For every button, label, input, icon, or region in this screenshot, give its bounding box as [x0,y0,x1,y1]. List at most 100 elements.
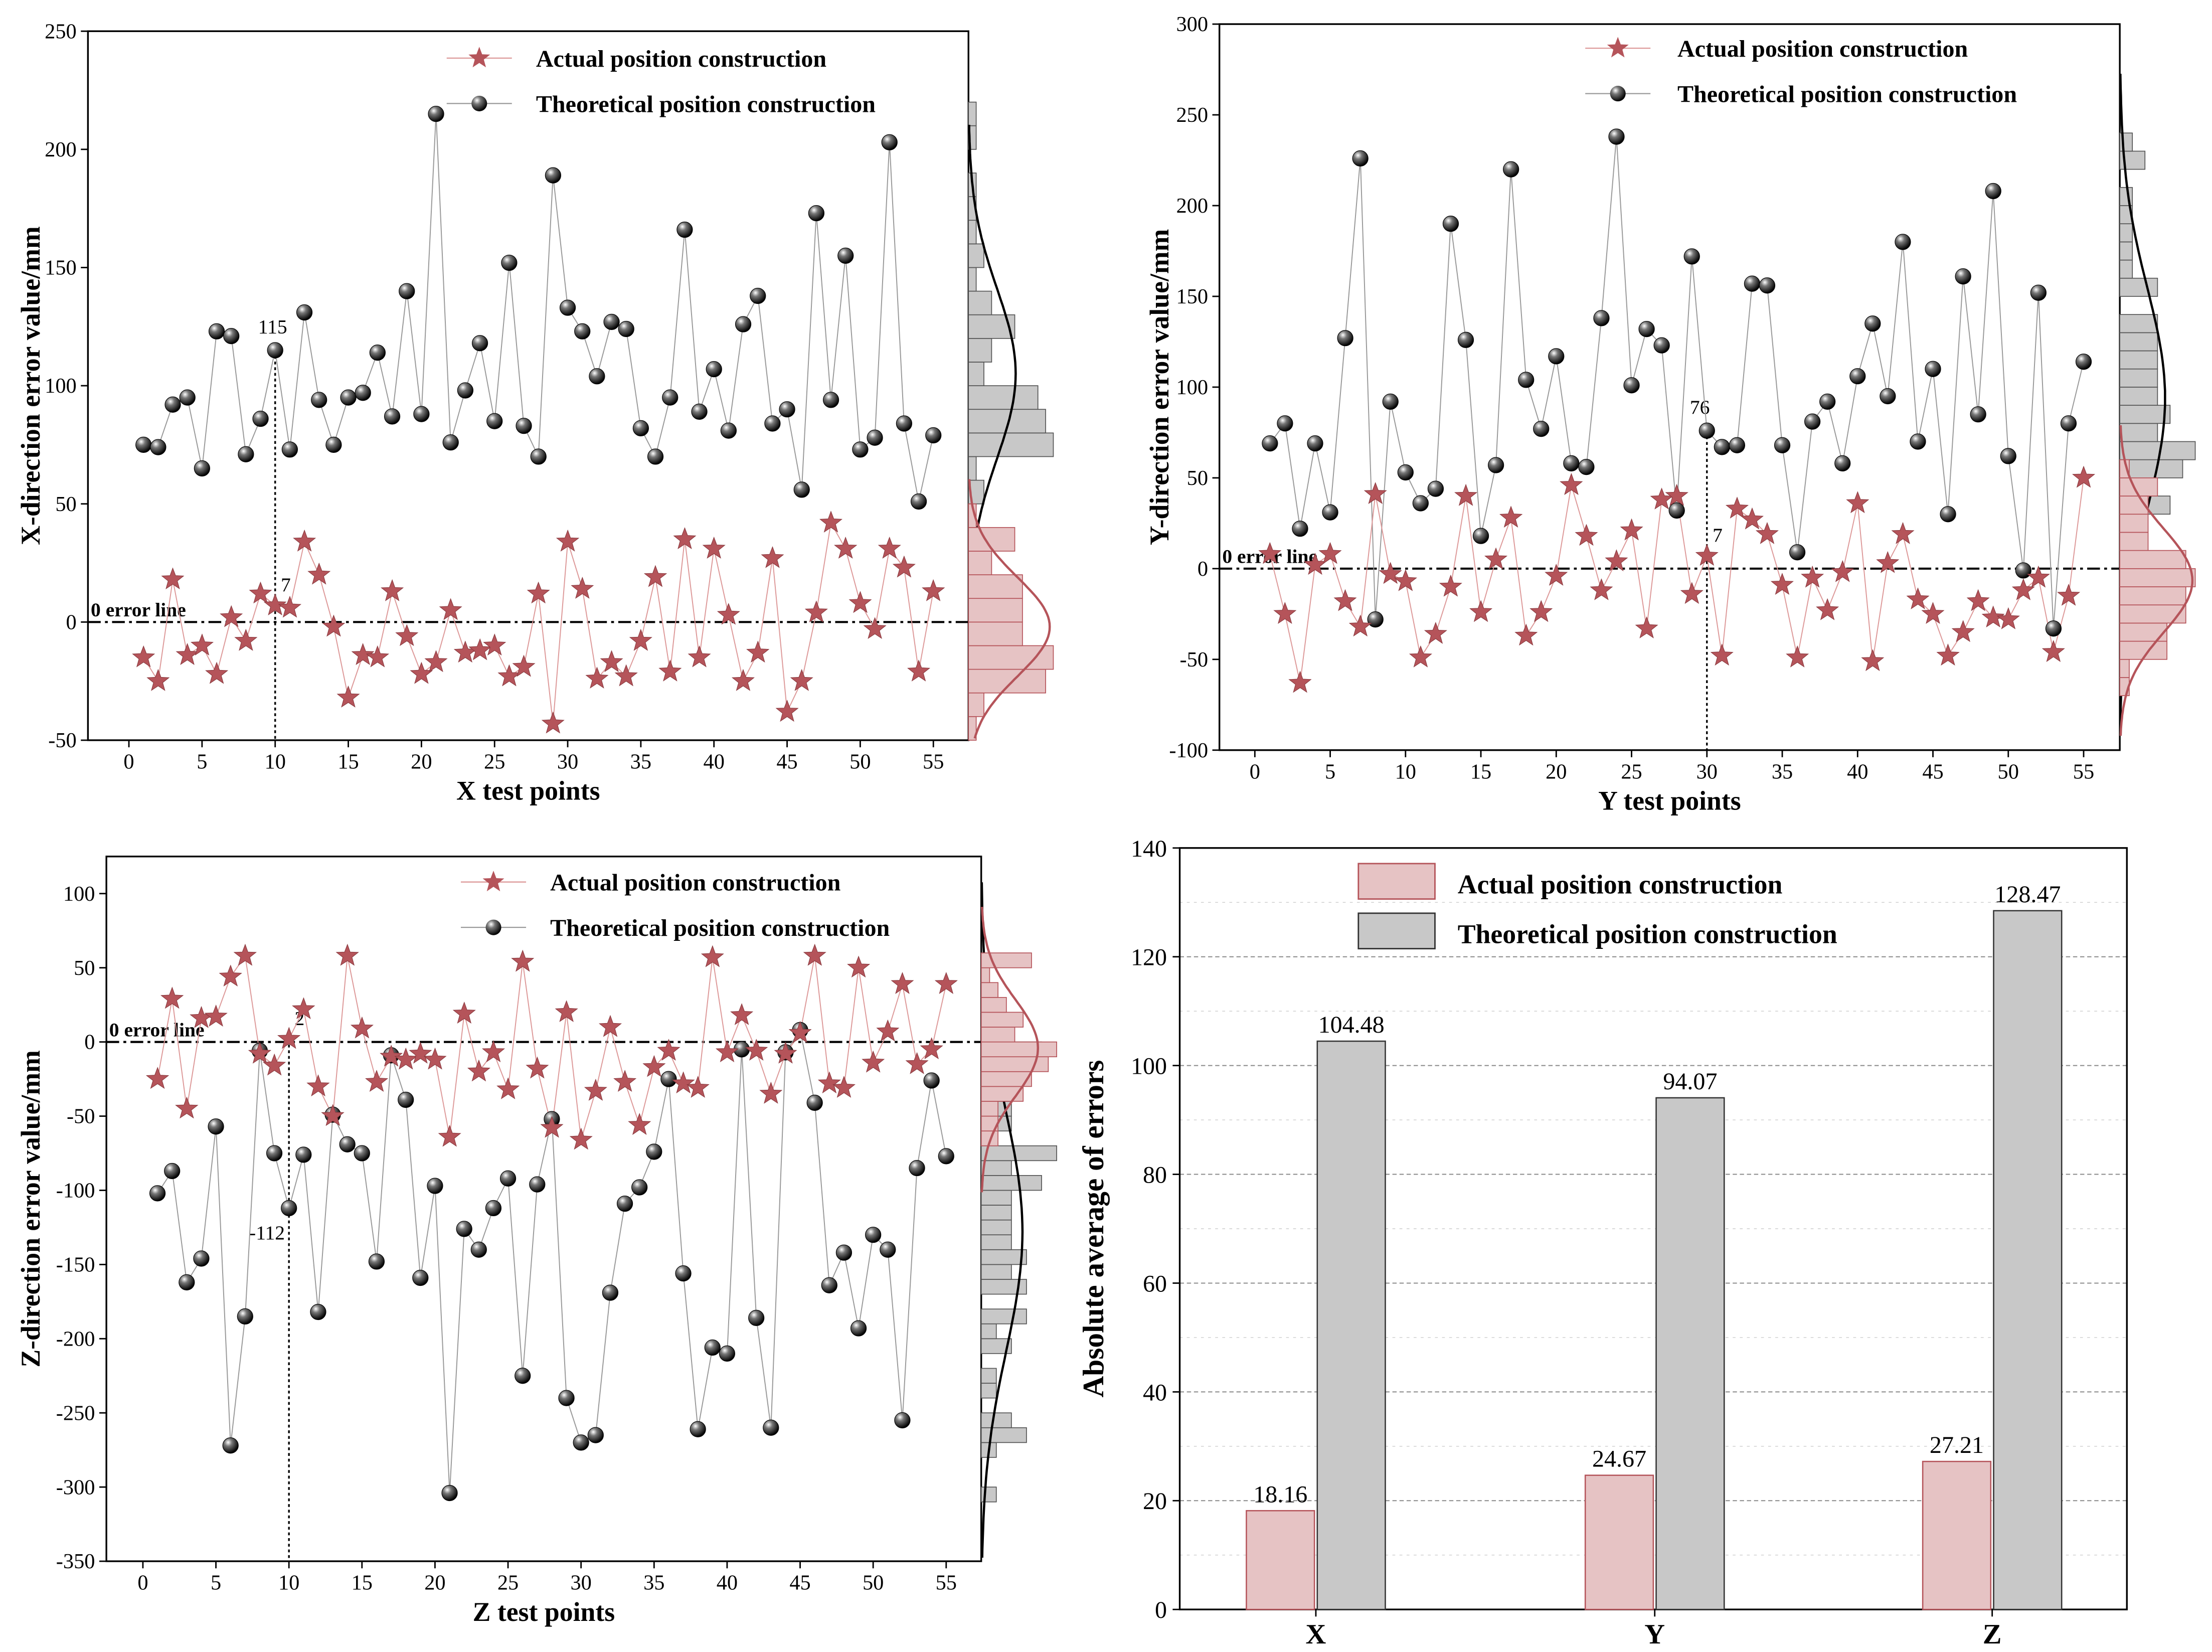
actual-data-point [424,650,448,673]
theoretical-histogram-bar [980,1219,1012,1236]
theoretical-bar [1655,1097,1725,1610]
theoretical-data-point [719,1345,736,1362]
theoretical-data-point [441,1484,458,1502]
actual-histogram-bar [980,1012,1024,1028]
theoretical-data-point [910,493,927,510]
actual-data-point [1876,551,1900,573]
theoretical-data-point [222,1437,239,1454]
actual-data-point [1590,578,1613,600]
theoretical-bar [1993,910,2063,1610]
actual-data-point [643,565,667,587]
y-tick-label: 50 [55,492,76,516]
actual-histogram-bar [968,621,1023,646]
y-tick-label: 40 [1143,1379,1167,1406]
actual-data-point [876,1019,900,1042]
actual-data-point [920,1037,943,1060]
actual-data-point [1318,542,1342,564]
actual-data-point [628,1113,651,1135]
actual-data-point [409,1042,432,1064]
actual-data-point [350,1016,374,1039]
actual-histogram-bar [2119,604,2186,624]
theoretical-bar-value-label: 94.07 [1663,1068,1717,1095]
actual-data-point [803,943,826,966]
theoretical-data-point [1940,506,1956,523]
theoretical-data-point [735,316,752,333]
theoretical-histogram-bar [2119,405,2171,424]
theoretical-data-point [281,441,298,458]
theoretical-histogram-bar [2119,241,2133,261]
theoretical-data-point [2060,415,2077,432]
theoretical-data-point [223,327,240,345]
theoretical-histogram-bar [968,243,984,268]
x-tick-label: 40 [1847,760,1868,783]
theoretical-data-point [2075,354,2092,370]
actual-data-point [263,593,287,616]
actual-histogram-bar [2119,550,2186,569]
actual-histogram-bar [980,1101,998,1117]
theoretical-data-point [706,361,722,378]
theoretical-data-point [427,1178,443,1194]
actual-histogram-bar [2119,658,2130,678]
x-tick-label: 35 [1772,760,1793,783]
theoretical-data-point [1714,439,1730,455]
x-tick-label: 30 [557,750,578,773]
actual-data-point [307,562,331,585]
x-tick-label: 5 [1325,760,1335,783]
actual-data-point [306,1074,330,1097]
theoretical-data-point [573,1434,589,1451]
actual-data-point [1891,522,1915,544]
theoretical-data-point [149,1185,166,1202]
theoretical-data-point [763,1419,779,1436]
actual-data-point [1605,549,1628,572]
actual-data-point [439,598,462,620]
actual-data-point [613,1070,637,1092]
actual-data-point [145,1067,169,1089]
actual-data-point [847,955,871,978]
annotation-theoretical-value: -112 [249,1222,285,1244]
theoretical-histogram-bar [2119,314,2158,334]
actual-data-point [790,669,813,691]
theoretical-histogram-bar [2119,368,2158,388]
actual-data-point [452,1002,476,1024]
x-tick-label: 5 [211,1571,221,1595]
theoretical-histogram-bar [980,1323,997,1340]
theoretical-data-point [208,1118,224,1135]
actual-data-point [1560,473,1583,495]
actual-data-point [1996,607,2020,629]
actual-data-point [1951,620,1975,642]
legend-theoretical-ball-icon [1610,86,1626,102]
theoretical-data-point [852,441,869,458]
actual-data-point [1740,507,1764,530]
y-tick-label: 100 [1131,1053,1167,1080]
x-axis-label: Z test points [473,1597,615,1627]
line-panel-x: 0 5 10 15 20 25 30 35 40 45 50 55 -50 0 50 100 150 200 250… [16,20,1054,806]
x-tick-label: 50 [849,750,871,773]
y-tick-label: 150 [45,256,77,280]
y-tick-label: 120 [1131,944,1167,971]
actual-data-point [555,1000,578,1022]
theoretical-data-point [1623,377,1640,394]
theoretical-data-point [428,106,444,122]
theoretical-data-point [1668,502,1685,519]
theoretical-data-point [1307,435,1323,452]
x-tick-label: 5 [197,750,207,773]
y-axis-label: Z-direction error value/mm [16,1050,46,1368]
actual-data-point [1695,544,1719,566]
x-tick-label: 40 [717,1571,738,1595]
theoretical-data-point [1895,234,1911,250]
theoretical-data-point [1277,415,1293,432]
theoretical-data-point [691,403,708,420]
theoretical-histogram-bar [980,1205,1012,1221]
theoretical-histogram-bar [980,1249,1027,1265]
theoretical-data-point [545,167,562,184]
actual-data-point [1333,589,1357,611]
theoretical-data-point [1518,372,1535,388]
actual-histogram-bar [2119,532,2149,551]
actual-data-point [834,536,858,559]
category-label: Z [1983,1619,2002,1650]
plot-frame [105,856,982,1562]
theoretical-data-point [368,1253,385,1270]
y-tick-label: 200 [1176,194,1208,218]
legend-actual-star-icon [482,871,504,892]
